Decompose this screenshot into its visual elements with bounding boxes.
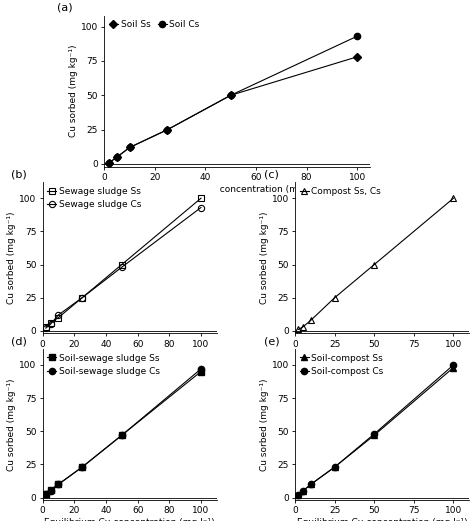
Compost Ss, Cs	[295, 326, 301, 332]
Sewage sludge Ss	[79, 294, 85, 301]
Soil Cs	[127, 144, 132, 151]
Legend: Soil-compost Ss, Soil-compost Cs: Soil-compost Ss, Soil-compost Cs	[300, 354, 383, 376]
Sewage sludge Cs	[198, 204, 204, 210]
Line: Soil-compost Ss: Soil-compost Ss	[295, 365, 456, 498]
Soil-sewage sludge Cs	[55, 481, 61, 487]
Y-axis label: Cu sorbed (mg kg⁻¹): Cu sorbed (mg kg⁻¹)	[8, 378, 17, 471]
Soil-compost Cs	[332, 464, 337, 470]
Line: Soil-sewage sludge Ss: Soil-sewage sludge Ss	[43, 368, 204, 497]
Soil-sewage sludge Cs	[79, 464, 85, 470]
Legend: Sewage sludge Ss, Sewage sludge Cs: Sewage sludge Ss, Sewage sludge Cs	[47, 187, 141, 209]
Line: Soil-compost Cs: Soil-compost Cs	[295, 362, 456, 498]
Compost Ss, Cs	[451, 195, 456, 202]
Soil-compost Ss	[295, 492, 301, 498]
X-axis label: Equilbrium Cu concentration (mg l⁻¹): Equilbrium Cu concentration (mg l⁻¹)	[153, 185, 321, 194]
Soil-compost Ss	[372, 432, 377, 438]
Text: (b): (b)	[11, 169, 27, 179]
Soil-compost Cs	[300, 488, 306, 494]
Legend: Compost Ss, Cs: Compost Ss, Cs	[300, 187, 381, 196]
Line: Soil Ss: Soil Ss	[106, 54, 360, 166]
Text: (d): (d)	[11, 336, 27, 346]
Soil Ss	[127, 144, 132, 151]
X-axis label: Equilibrium Cu concentration (mg l⁻¹): Equilibrium Cu concentration (mg l⁻¹)	[297, 352, 467, 361]
Soil Cs	[354, 33, 360, 40]
Text: (e): (e)	[264, 336, 279, 346]
Soil-sewage sludge Cs	[43, 490, 49, 497]
Soil-sewage sludge Ss	[55, 481, 61, 487]
Line: Compost Ss, Cs: Compost Ss, Cs	[295, 195, 456, 332]
Sewage sludge Ss	[48, 320, 54, 326]
Soil-compost Cs	[372, 431, 377, 437]
Soil-compost Cs	[308, 481, 314, 487]
Compost Ss, Cs	[308, 317, 314, 324]
Soil-compost Ss	[451, 365, 456, 371]
Sewage sludge Ss	[119, 262, 125, 268]
Soil-sewage sludge Ss	[43, 490, 49, 497]
Soil-sewage sludge Cs	[198, 366, 204, 372]
Soil-sewage sludge Ss	[79, 464, 85, 470]
Y-axis label: Cu sorbed (mg kg⁻¹): Cu sorbed (mg kg⁻¹)	[8, 212, 17, 304]
Soil-compost Ss	[308, 481, 314, 487]
Soil-compost Cs	[451, 362, 456, 368]
Soil Cs	[107, 159, 112, 166]
Sewage sludge Cs	[48, 321, 54, 327]
Sewage sludge Cs	[79, 294, 85, 301]
Text: (c): (c)	[264, 169, 279, 179]
Legend: Soil-sewage sludge Ss, Soil-sewage sludge Cs: Soil-sewage sludge Ss, Soil-sewage sludg…	[47, 354, 160, 376]
Soil Ss	[354, 54, 360, 60]
Sewage sludge Ss	[55, 314, 61, 320]
Line: Sewage sludge Cs: Sewage sludge Cs	[43, 204, 204, 331]
Compost Ss, Cs	[332, 294, 337, 301]
Y-axis label: Cu sorbed (mg kg⁻¹): Cu sorbed (mg kg⁻¹)	[260, 378, 269, 471]
Line: Soil Cs: Soil Cs	[106, 33, 360, 166]
Soil-sewage sludge Ss	[198, 368, 204, 375]
Soil-compost Ss	[300, 488, 306, 494]
Soil Ss	[107, 159, 112, 166]
Y-axis label: Cu sorbed (mg kg⁻¹): Cu sorbed (mg kg⁻¹)	[69, 45, 78, 138]
X-axis label: Equilibrium Cu concentration (mg l⁻¹): Equilibrium Cu concentration (mg l⁻¹)	[297, 518, 467, 521]
Soil-compost Ss	[332, 464, 337, 470]
Line: Soil-sewage sludge Cs: Soil-sewage sludge Cs	[43, 366, 204, 497]
Sewage sludge Ss	[43, 324, 49, 330]
Line: Sewage sludge Ss: Sewage sludge Ss	[43, 195, 204, 330]
Soil Cs	[164, 127, 170, 133]
Soil-sewage sludge Ss	[119, 432, 125, 438]
X-axis label: Equilibrium Cu concentration (mg l⁻¹): Equilibrium Cu concentration (mg l⁻¹)	[45, 518, 215, 521]
Soil Ss	[164, 127, 170, 133]
Soil-sewage sludge Cs	[119, 432, 125, 438]
Soil Cs	[228, 92, 234, 98]
Legend: Soil Ss, Soil Cs: Soil Ss, Soil Cs	[109, 20, 200, 29]
Soil Ss	[114, 154, 120, 160]
Sewage sludge Cs	[119, 264, 125, 270]
Compost Ss, Cs	[372, 262, 377, 268]
Compost Ss, Cs	[300, 324, 306, 330]
Soil Cs	[114, 154, 120, 160]
Sewage sludge Ss	[198, 195, 204, 202]
Soil-sewage sludge Ss	[48, 487, 54, 493]
Soil-sewage sludge Cs	[48, 488, 54, 494]
Y-axis label: Cu sorbed (mg kg⁻¹): Cu sorbed (mg kg⁻¹)	[260, 212, 269, 304]
Sewage sludge Cs	[43, 325, 49, 331]
Soil-compost Cs	[295, 492, 301, 498]
Sewage sludge Cs	[55, 312, 61, 318]
X-axis label: Equilibrium Cu concentration (mg l⁻¹): Equilibrium Cu concentration (mg l⁻¹)	[45, 352, 215, 361]
Soil Ss	[228, 92, 234, 98]
Text: (a): (a)	[56, 3, 72, 13]
